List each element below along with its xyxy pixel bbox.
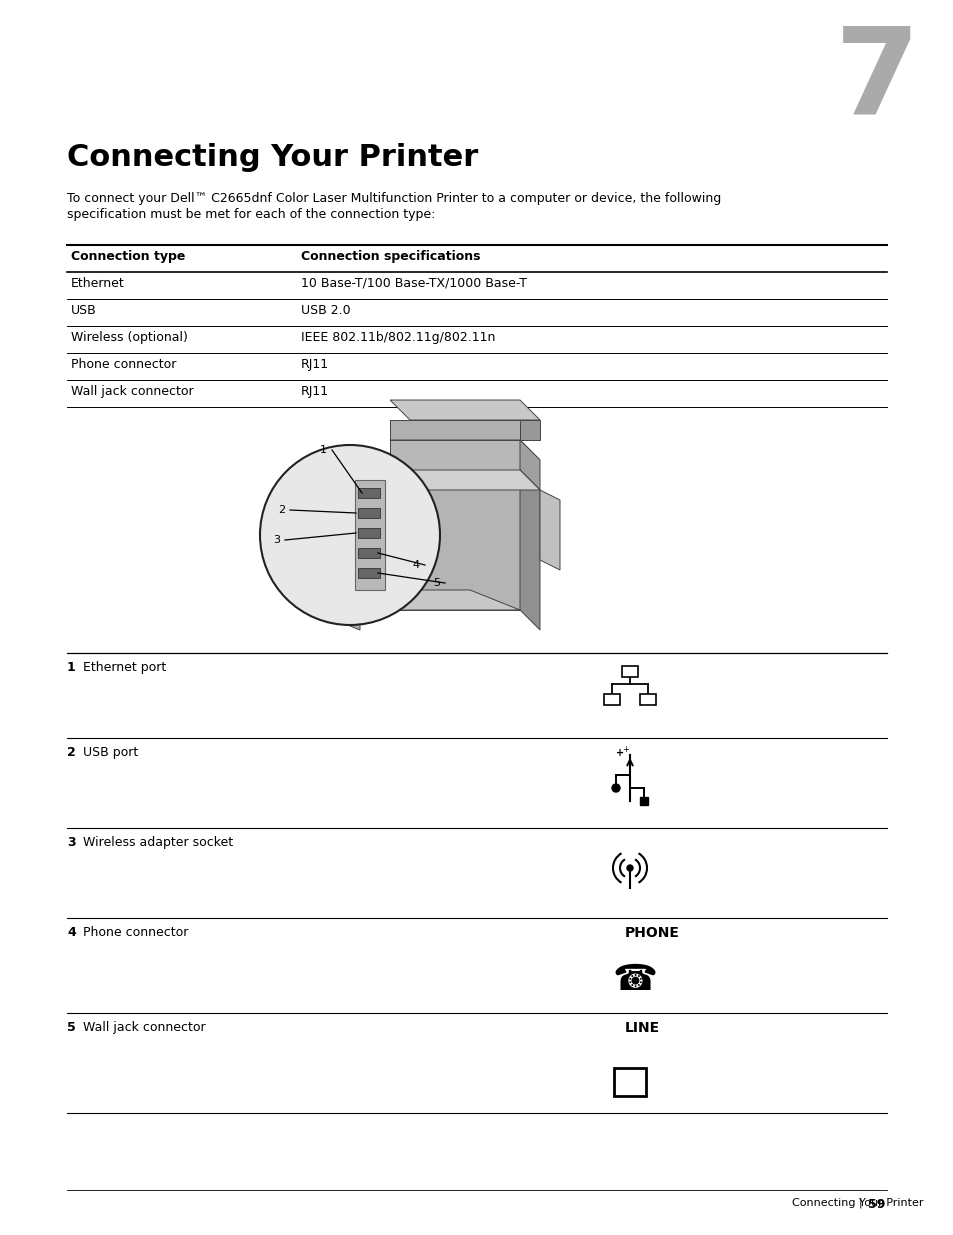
- Text: Connection type: Connection type: [71, 249, 185, 263]
- Text: LINE: LINE: [624, 1021, 659, 1035]
- Text: Phone connector: Phone connector: [71, 358, 176, 370]
- Polygon shape: [310, 590, 359, 630]
- Text: USB port: USB port: [83, 746, 138, 760]
- Text: 2: 2: [277, 505, 285, 515]
- Bar: [639, 694, 656, 704]
- Text: 5: 5: [67, 1021, 75, 1034]
- Text: Connection specifications: Connection specifications: [301, 249, 480, 263]
- Text: 59: 59: [867, 1198, 884, 1212]
- Text: 3: 3: [67, 836, 75, 848]
- Text: 4: 4: [67, 926, 75, 939]
- Polygon shape: [359, 550, 379, 559]
- Text: 2: 2: [67, 746, 75, 760]
- Text: PHONE: PHONE: [624, 926, 679, 940]
- Text: 10 Base-T/100 Base-TX/1000 Base-T: 10 Base-T/100 Base-TX/1000 Base-T: [301, 277, 526, 290]
- Text: Connecting Your Printer: Connecting Your Printer: [67, 143, 477, 172]
- Polygon shape: [519, 471, 539, 630]
- Bar: [614, 1068, 645, 1095]
- Bar: [357, 548, 379, 558]
- Text: 7: 7: [834, 22, 919, 140]
- Text: RJ11: RJ11: [301, 358, 329, 370]
- Bar: [603, 694, 619, 704]
- Text: Wireless adapter socket: Wireless adapter socket: [83, 836, 233, 848]
- Text: Ethernet: Ethernet: [71, 277, 125, 290]
- Circle shape: [260, 445, 439, 625]
- Text: 3: 3: [273, 535, 280, 545]
- Circle shape: [626, 864, 633, 871]
- Text: Connecting Your Printer: Connecting Your Printer: [791, 1198, 923, 1208]
- Polygon shape: [519, 440, 539, 490]
- Text: ☎: ☎: [612, 963, 657, 998]
- Text: +: +: [622, 745, 629, 753]
- Circle shape: [612, 784, 619, 792]
- Polygon shape: [390, 440, 519, 471]
- Polygon shape: [390, 400, 539, 420]
- Polygon shape: [359, 530, 379, 545]
- Polygon shape: [519, 420, 539, 440]
- Bar: [639, 797, 647, 805]
- Bar: [357, 529, 379, 538]
- Text: IEEE 802.11b/802.11g/802.11n: IEEE 802.11b/802.11g/802.11n: [301, 331, 495, 345]
- Polygon shape: [390, 440, 539, 459]
- Bar: [357, 568, 379, 578]
- Text: 1: 1: [319, 445, 327, 454]
- Text: Ethernet port: Ethernet port: [83, 661, 166, 674]
- Text: RJ11: RJ11: [301, 385, 329, 398]
- Text: |: |: [858, 1198, 861, 1209]
- Polygon shape: [359, 510, 379, 525]
- Polygon shape: [359, 471, 539, 490]
- Bar: [621, 666, 638, 677]
- Bar: [357, 488, 379, 498]
- Text: 1: 1: [67, 661, 75, 674]
- Text: USB: USB: [71, 304, 96, 317]
- Text: Phone connector: Phone connector: [83, 926, 188, 939]
- Polygon shape: [310, 590, 519, 610]
- Text: Wireless (optional): Wireless (optional): [71, 331, 188, 345]
- Bar: [357, 508, 379, 517]
- Polygon shape: [539, 490, 559, 571]
- Text: To connect your Dell™ C2665dnf Color Laser Multifunction Printer to a computer o: To connect your Dell™ C2665dnf Color Las…: [67, 191, 720, 205]
- Text: specification must be met for each of the connection type:: specification must be met for each of th…: [67, 207, 435, 221]
- Text: 4: 4: [413, 559, 419, 571]
- Text: USB 2.0: USB 2.0: [301, 304, 351, 317]
- Text: +: +: [616, 748, 623, 758]
- Polygon shape: [390, 420, 519, 440]
- Text: Wall jack connector: Wall jack connector: [83, 1021, 206, 1034]
- Text: 5: 5: [433, 578, 439, 588]
- Polygon shape: [359, 471, 519, 610]
- Polygon shape: [355, 480, 385, 590]
- Text: Wall jack connector: Wall jack connector: [71, 385, 193, 398]
